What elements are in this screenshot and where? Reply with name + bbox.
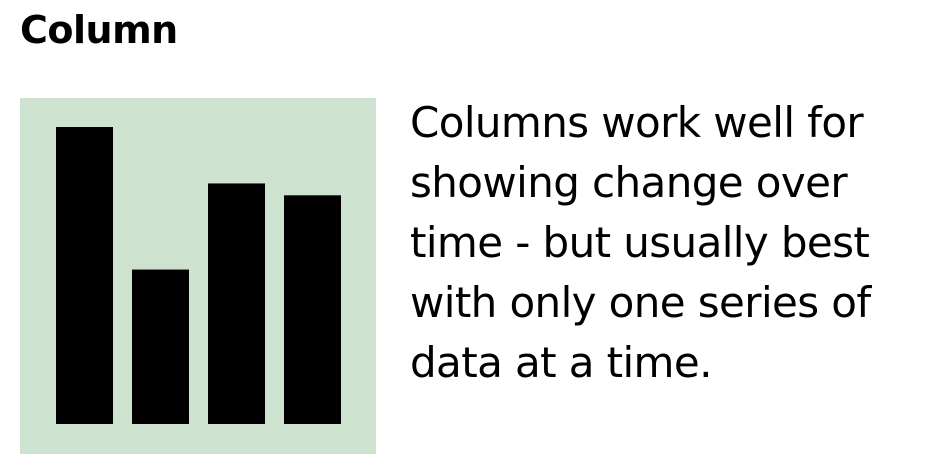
chart-description: Columns work well for showing change ove… <box>410 98 871 387</box>
column-bar-1 <box>56 127 113 424</box>
section-title: Column <box>20 8 178 52</box>
column-bar-2 <box>132 269 189 424</box>
column-bar-3 <box>208 183 265 424</box>
column-chart-icon <box>20 98 376 454</box>
column-bar-4 <box>284 195 341 424</box>
column-chart-graphic <box>56 127 341 424</box>
